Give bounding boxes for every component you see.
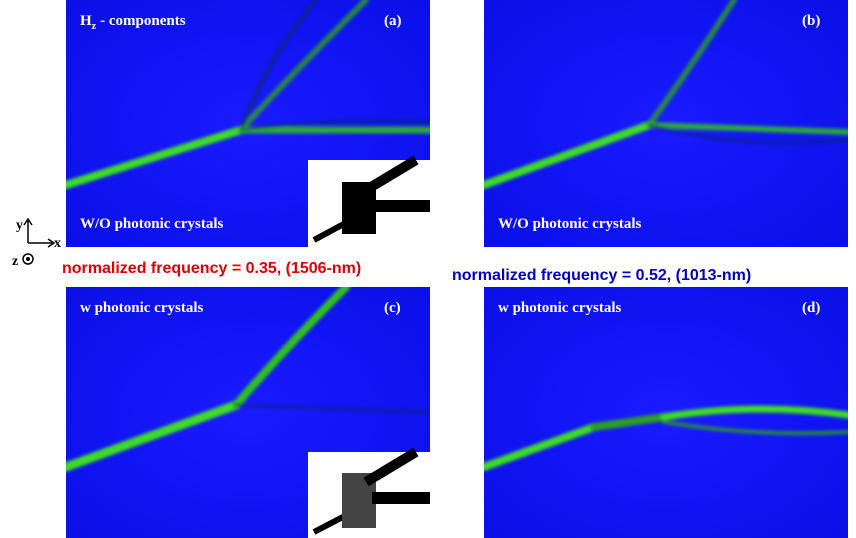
axis-label: x — [54, 236, 61, 251]
panel-label: (d) — [802, 300, 820, 316]
panel-c: w photonic crystals (c) — [66, 287, 430, 538]
frequency-label: normalized frequency = 0.35, (1506-nm) — [62, 260, 361, 278]
panel-caption: W/O photonic crystals — [80, 216, 223, 232]
panel-label: (c) — [384, 300, 401, 316]
inset — [308, 160, 430, 247]
figure: Hz- components (a) W/O photonic crystals… — [0, 0, 856, 538]
axes-icon: y x z — [8, 215, 68, 270]
frequency-label: normalized frequency = 0.52, (1013-nm) — [452, 267, 751, 285]
panel-label: (b) — [802, 13, 820, 29]
panel-d: w photonic crystals (d) — [484, 287, 848, 538]
panel-a: Hz- components (a) W/O photonic crystals — [66, 0, 430, 247]
panel-caption: W/O photonic crystals — [498, 216, 641, 232]
panel-label: (a) — [384, 13, 402, 29]
axis-label: z — [12, 254, 18, 269]
axis-label: y — [16, 218, 23, 233]
panel-caption: w photonic crystals — [80, 300, 203, 316]
panel-caption: w photonic crystals — [498, 300, 621, 316]
panel-b: (b) W/O photonic crystals — [484, 0, 848, 247]
inset — [308, 452, 430, 538]
